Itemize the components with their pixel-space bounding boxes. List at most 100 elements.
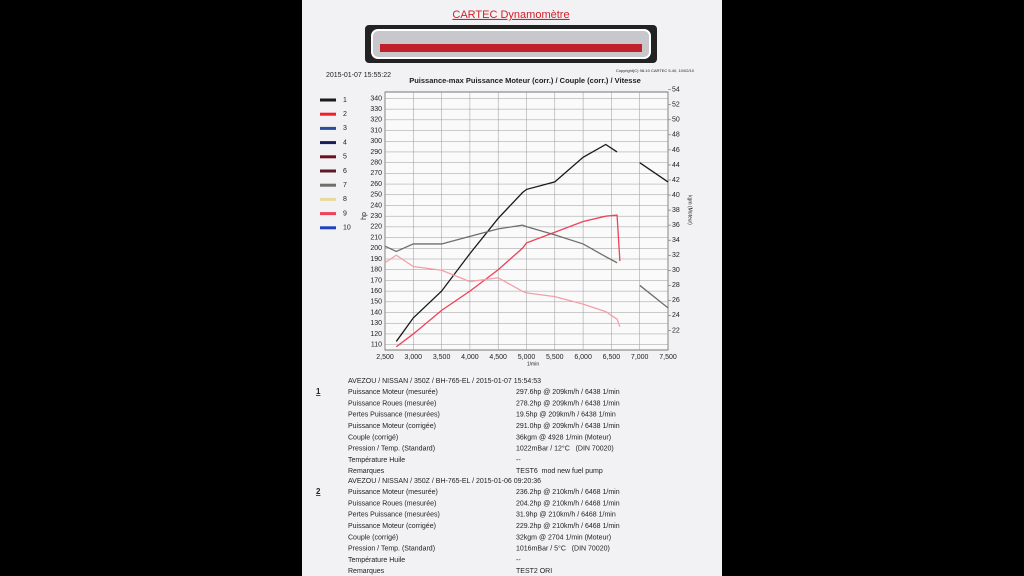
y2-tick-label: 36 xyxy=(672,222,680,229)
x-tick-label: 4,000 xyxy=(461,354,479,361)
row-label: Puissance Moteur (mesurée) xyxy=(348,489,438,496)
legend-label: 10 xyxy=(343,225,351,232)
run-number: 2 xyxy=(316,487,321,496)
y-tick-label: 250 xyxy=(370,192,382,199)
y2-tick-label: 42 xyxy=(672,177,680,184)
y-tick-label: 180 xyxy=(370,267,382,274)
timestamp: 2015-01-07 15:55:22 xyxy=(326,72,391,79)
legend-label: 2 xyxy=(343,111,347,118)
y-tick-label: 310 xyxy=(370,127,382,134)
series-line xyxy=(395,143,669,342)
y-tick-label: 320 xyxy=(370,117,382,124)
copyright: Copyright(C) 98-10 CARTEC 5.40, 10/02/10 xyxy=(616,68,695,73)
run-vehicle: AVEZOU / NISSAN / 350Z / BH-765-EL / 201… xyxy=(348,378,541,385)
row-value: 291.0hp @ 209km/h / 6438 1/min xyxy=(516,423,620,430)
y-tick-label: 260 xyxy=(370,181,382,188)
y-axis-label: hp xyxy=(361,212,368,220)
row-value: 297.6hp @ 209km/h / 6438 1/min xyxy=(516,389,620,396)
y-tick-label: 280 xyxy=(370,159,382,166)
y2-tick-label: 26 xyxy=(672,297,680,304)
y2-tick-label: 44 xyxy=(672,162,680,169)
x-tick-label: 3,500 xyxy=(433,354,451,361)
y-tick-label: 150 xyxy=(370,299,382,306)
row-label: Pression / Temp. (Standard) xyxy=(348,446,435,453)
y-tick-label: 290 xyxy=(370,149,382,156)
legend-label: 5 xyxy=(343,154,347,161)
row-value: 1016mBar / 5°C (DIN 70020) xyxy=(516,545,610,553)
series-line xyxy=(384,224,669,309)
row-label: Puissance Roues (mesurée) xyxy=(348,400,436,407)
row-label: Pression / Temp. (Standard) xyxy=(348,546,435,553)
x-tick-label: 5,000 xyxy=(518,354,536,361)
chart-title: Puissance-max Puissance Moteur (corr.) /… xyxy=(409,76,641,85)
row-label: Couple (corrigé) xyxy=(348,434,398,441)
y2-tick-label: 24 xyxy=(672,312,680,319)
row-value: 204.2hp @ 210km/h / 6468 1/min xyxy=(516,500,620,507)
y-tick-label: 340 xyxy=(370,95,382,102)
row-label: Remarques xyxy=(348,568,385,575)
y-tick-label: 220 xyxy=(370,224,382,231)
row-label: Puissance Moteur (corrigée) xyxy=(348,423,436,430)
y-tick-label: 140 xyxy=(370,309,382,316)
y-tick-label: 120 xyxy=(370,331,382,338)
legend-label: 6 xyxy=(343,168,347,175)
y2-tick-label: 40 xyxy=(672,192,680,199)
x-tick-label: 5,500 xyxy=(546,354,564,361)
row-value: TEST2 ORI xyxy=(516,568,552,575)
row-label: Température Huile xyxy=(348,457,405,464)
y2-tick-label: 38 xyxy=(672,207,680,214)
logo xyxy=(365,25,657,63)
y-tick-label: 210 xyxy=(370,234,382,241)
y2-tick-label: 54 xyxy=(672,87,680,94)
y-tick-label: 230 xyxy=(370,213,382,220)
y2-tick-label: 32 xyxy=(672,252,680,259)
row-value: 1022mBar / 12°C (DIN 70020) xyxy=(516,445,614,453)
x-tick-label: 7,000 xyxy=(631,354,649,361)
y2-tick-label: 50 xyxy=(672,117,680,124)
row-label: Puissance Moteur (mesurée) xyxy=(348,389,438,396)
legend-label: 4 xyxy=(343,139,347,146)
x-tick-label: 6,500 xyxy=(603,354,621,361)
row-label: Puissance Roues (mesurée) xyxy=(348,500,436,507)
row-label: Pertes Puissance (mesurées) xyxy=(348,412,440,419)
row-value: 236.2hp @ 210km/h / 6468 1/min xyxy=(516,489,620,496)
row-value: 229.2hp @ 210km/h / 6468 1/min xyxy=(516,523,620,530)
row-label: Remarques xyxy=(348,468,385,475)
row-value: 278.2hp @ 209km/h / 6438 1/min xyxy=(516,400,620,407)
y-tick-label: 240 xyxy=(370,202,382,209)
row-label: Température Huile xyxy=(348,557,405,564)
row-value: 31.9hp @ 210km/h / 6468 1/min xyxy=(516,512,616,519)
y2-tick-label: 28 xyxy=(672,282,680,289)
y2-tick-label: 30 xyxy=(672,267,680,274)
sheet-title: CARTEC Dynamomètre xyxy=(452,9,569,21)
y2-tick-label: 52 xyxy=(672,102,680,109)
y-tick-label: 110 xyxy=(371,341,382,348)
legend-label: 3 xyxy=(343,125,347,132)
x-tick-label: 4,500 xyxy=(489,354,507,361)
y2-tick-label: 34 xyxy=(672,237,680,244)
run-vehicle: AVEZOU / NISSAN / 350Z / BH-765-EL / 201… xyxy=(348,478,541,485)
x-tick-label: 7,500 xyxy=(659,354,677,361)
y-tick-label: 300 xyxy=(370,138,382,145)
legend-label: 9 xyxy=(343,210,347,217)
y2-axis-label: kgm (Moteur) xyxy=(687,195,693,225)
legend-label: 7 xyxy=(343,182,347,189)
x-tick-label: 3,000 xyxy=(405,354,423,361)
y2-tick-label: 46 xyxy=(672,147,680,154)
y-tick-label: 130 xyxy=(370,320,382,327)
y-tick-label: 160 xyxy=(370,288,382,295)
row-value: -- xyxy=(516,457,521,464)
y2-tick-label: 48 xyxy=(672,132,680,139)
x-tick-label: 6,000 xyxy=(574,354,592,361)
row-value: 36kgm @ 4928 1/min (Moteur) xyxy=(516,434,611,441)
series-line xyxy=(395,214,621,348)
legend-label: 1 xyxy=(343,97,347,104)
row-value: TEST6 mod new fuel pump xyxy=(516,468,603,475)
row-value: 19.5hp @ 209km/h / 6438 1/min xyxy=(516,412,616,419)
y-tick-label: 330 xyxy=(370,106,382,113)
row-label: Puissance Moteur (corrigée) xyxy=(348,523,436,530)
row-label: Pertes Puissance (mesurées) xyxy=(348,512,440,519)
x-tick-label: 2,500 xyxy=(376,354,394,361)
